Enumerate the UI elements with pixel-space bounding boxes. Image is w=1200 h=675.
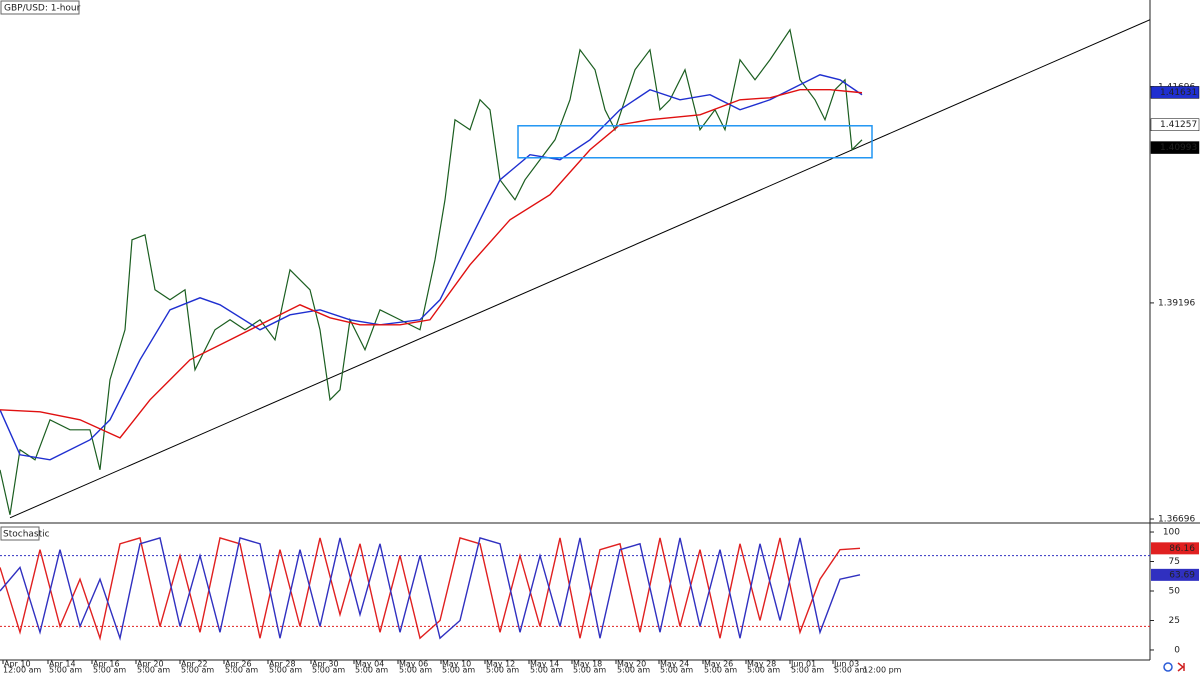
y-tick-label: 75 — [1169, 557, 1180, 567]
x-tick-label: May 20 — [617, 660, 646, 669]
x-tick-label: Apr 22 — [181, 660, 208, 669]
price-tag — [1150, 118, 1200, 131]
x-tick-label: May 28 — [747, 660, 776, 669]
time-tick-label: 5:00 am — [573, 666, 606, 675]
price-tag — [1150, 141, 1200, 154]
time-tick-label: 5:00 am — [486, 666, 519, 675]
title-box — [0, 0, 80, 15]
x-tick-label: Jun 03 — [833, 660, 859, 669]
time-tick-label: 5:00 am — [355, 666, 388, 675]
price-tag-label: 1.41257 — [1160, 120, 1197, 130]
y-tick-label: 50 — [1169, 586, 1181, 596]
time-tick-label: 12:00 pm — [863, 666, 902, 675]
title-box — [0, 526, 40, 541]
time-tick-label: 5:00 am — [530, 666, 563, 675]
y-tick-label: 1.36696 — [1158, 515, 1195, 525]
y-tick-label: 0 — [1174, 645, 1180, 655]
chart-title: GBP/USD: 1-hour — [4, 4, 81, 14]
time-tick-label: 5:00 am — [312, 666, 345, 675]
time-tick-label: 5:00 am — [704, 666, 737, 675]
series-line — [0, 89, 863, 439]
x-tick-label: May 14 — [530, 660, 559, 669]
indicator-title: Stochastic — [3, 530, 50, 540]
y-tick-label: 25 — [1169, 616, 1180, 626]
x-tick-label: May 04 — [355, 660, 384, 669]
x-tick-label: May 12 — [486, 660, 515, 669]
time-tick-label: 5:00 am — [137, 666, 170, 675]
x-tick-label: Apr 14 — [49, 660, 76, 669]
icon[interactable] — [1177, 662, 1185, 672]
time-tick-label: 5:00 am — [442, 666, 475, 675]
series-line — [0, 74, 863, 461]
series-line — [0, 28, 863, 515]
time-tick-label: 5:00 am — [225, 666, 258, 675]
range-box — [517, 125, 873, 159]
series-line — [0, 537, 861, 641]
x-tick-label: Apr 28 — [269, 660, 296, 669]
price-tag — [1150, 86, 1200, 99]
value-tag-label: 86.16 — [1169, 544, 1195, 554]
time-tick-label: 5:00 am — [660, 666, 693, 675]
x-tick-label: Apr 10 — [4, 660, 31, 669]
x-tick-label: Jun 01 — [790, 660, 816, 669]
x-tick-label: Apr 30 — [312, 660, 339, 669]
time-tick-label: 5:00 am — [49, 666, 82, 675]
corner-icons[interactable] — [1163, 662, 1185, 672]
x-tick-label: May 18 — [573, 660, 602, 669]
value-tag — [1151, 568, 1199, 581]
x-tick-label: Apr 16 — [93, 660, 120, 669]
x-tick-label: May 26 — [704, 660, 733, 669]
y-tick-label: 100 — [1163, 528, 1180, 538]
x-tick-label: Apr 26 — [225, 660, 252, 669]
y-tick-label: 1.39196 — [1158, 298, 1195, 308]
price-tag-label: 1.40993 — [1160, 143, 1197, 153]
time-tick-label: 5:00 am — [834, 666, 867, 675]
trendline — [9, 19, 1151, 519]
x-tick-label: May 24 — [660, 660, 689, 669]
time-tick-label: 5:00 am — [93, 666, 126, 675]
time-tick-label: 5:00 am — [181, 666, 214, 675]
time-tick-label: 5:00 am — [617, 666, 650, 675]
icon[interactable] — [1163, 662, 1173, 672]
value-tag-label: 63.69 — [1169, 570, 1195, 580]
time-tick-label: 5:00 am — [747, 666, 780, 675]
x-tick-label: Apr 20 — [137, 660, 164, 669]
price-tag-label: 1.41631 — [1160, 88, 1197, 98]
time-tick-label: 12:00 am — [3, 666, 42, 675]
series-line — [0, 537, 861, 641]
time-tick-label: 5:00 am — [791, 666, 824, 675]
time-tick-label: 5:00 am — [399, 666, 432, 675]
time-tick-label: 5:00 am — [269, 666, 302, 675]
x-tick-label: May 06 — [399, 660, 428, 669]
value-tag — [1151, 542, 1199, 555]
x-tick-label: May 10 — [442, 660, 471, 669]
